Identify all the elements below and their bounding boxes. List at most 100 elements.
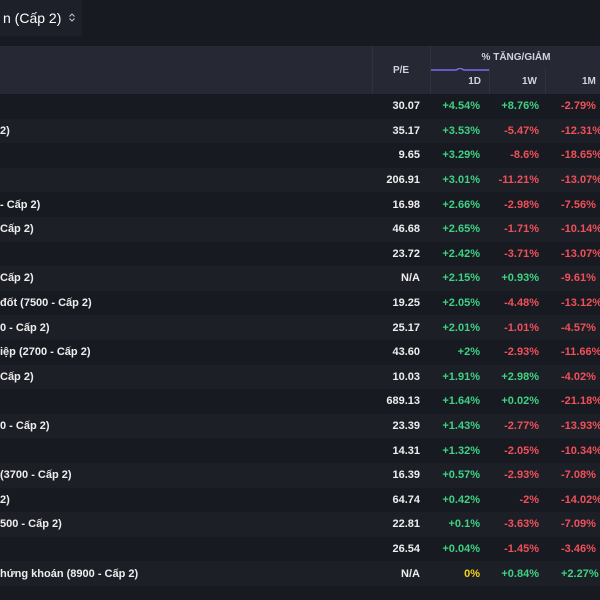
table-row[interactable]: Cấp 2) 46.68 +2.65% -1.71% -10.14% xyxy=(0,217,600,242)
change-1m-cell: +2.27% xyxy=(561,567,599,580)
table-row[interactable]: 500 - Cấp 2) 22.81 +0.1% -3.63% -7.09% xyxy=(0,512,600,537)
change-1d-cell: +2.42% xyxy=(442,247,480,260)
change-1d-cell: 0% xyxy=(464,567,480,580)
table-row[interactable]: iệp (2700 - Cấp 2) 43.60 +2% -2.93% -11.66% xyxy=(0,340,600,365)
change-1m-cell: -14.02% xyxy=(561,493,600,506)
table-row[interactable]: 26.54 +0.04% -1.45% -3.46% xyxy=(0,537,600,562)
pe-cell: N/A xyxy=(401,567,420,580)
industry-name-cell: Cấp 2) xyxy=(0,272,34,285)
change-1m-cell: -2.79% xyxy=(561,100,596,113)
change-1m-cell: -4.57% xyxy=(561,321,596,334)
industry-name-cell: iệp (2700 - Cấp 2) xyxy=(0,346,91,359)
change-1w-cell: -2.98% xyxy=(504,198,539,211)
table-row[interactable]: 2) 64.74 +0.42% -2% -14.02% xyxy=(0,488,600,513)
column-header-1w[interactable]: 1W xyxy=(489,68,545,94)
pe-cell: 14.31 xyxy=(392,444,420,457)
industry-name-cell: - Cấp 2) xyxy=(0,198,41,211)
change-1d-cell: +3.29% xyxy=(442,149,480,162)
top-bar: n (Cấp 2) xyxy=(0,0,600,36)
change-1d-cell: +3.01% xyxy=(442,174,480,187)
change-1d-cell: +0.42% xyxy=(442,493,480,506)
column-header-1m[interactable]: 1M xyxy=(545,68,600,94)
change-1w-cell: -1.01% xyxy=(504,321,539,334)
change-1m-cell: -13.07% xyxy=(561,247,600,260)
change-1d-cell: +1.64% xyxy=(442,395,480,408)
industry-name-cell: 2) xyxy=(0,493,10,506)
table-row[interactable]: 30.07 +4.54% +8.76% -2.79% xyxy=(0,94,600,119)
table-row[interactable]: - Cấp 2) 16.98 +2.66% -2.98% -7.56% xyxy=(0,192,600,217)
pe-cell: 689.13 xyxy=(386,395,420,408)
table-row[interactable]: 9.65 +3.29% -8.6% -18.65% xyxy=(0,143,600,168)
change-1d-cell: +1.32% xyxy=(442,444,480,457)
change-1m-cell: -13.07% xyxy=(561,174,600,187)
table-row[interactable]: 206.91 +3.01% -11.21% -13.07% xyxy=(0,167,600,193)
table-row[interactable]: hứng khoán (8900 - Cấp 2) N/A 0% +0.84% +2.2… xyxy=(0,561,600,586)
industry-name-cell: 2) xyxy=(0,124,10,137)
industry-level-label: n (Cấp 2) xyxy=(3,10,62,26)
column-header-pe[interactable]: P/E xyxy=(372,46,429,94)
pe-cell: N/A xyxy=(401,272,420,285)
change-1d-cell: +2.05% xyxy=(442,297,480,310)
pe-cell: 35.17 xyxy=(392,124,420,137)
table-header: P/E % TĂNG/GIẢM 1D 1W 1M xyxy=(0,46,600,94)
change-1w-cell: -1.71% xyxy=(504,223,539,236)
table-row[interactable]: (3700 - Cấp 2) 16.39 +0.57% -2.93% -7.08% xyxy=(0,463,600,488)
change-1w-cell: +0.84% xyxy=(501,567,539,580)
table-row[interactable]: 14.31 +1.32% -2.05% -10.34% xyxy=(0,438,600,463)
industry-name-cell: Cấp 2) xyxy=(0,223,34,236)
change-1w-cell: -1.45% xyxy=(504,543,539,556)
change-1d-cell: +1.91% xyxy=(442,370,480,383)
change-1m-cell: -10.34% xyxy=(561,444,600,457)
change-1d-cell: +0.04% xyxy=(442,543,480,556)
change-1m-cell: -3.46% xyxy=(561,543,596,556)
change-1m-cell: -10.14% xyxy=(561,223,600,236)
table-row[interactable]: 689.13 +1.64% +0.02% -21.18% xyxy=(0,389,600,414)
pe-cell: 16.39 xyxy=(392,469,420,482)
change-1m-cell: -13.12% xyxy=(561,297,600,310)
change-1m-cell: -4.02% xyxy=(561,370,596,383)
column-header-1w-label: 1W xyxy=(522,75,537,87)
table-row[interactable]: 23.72 +2.42% -3.71% -13.07% xyxy=(0,242,600,267)
pe-cell: 22.81 xyxy=(392,518,420,531)
change-1w-cell: +2.98% xyxy=(501,370,539,383)
industry-level-selector[interactable]: n (Cấp 2) xyxy=(0,0,82,36)
industry-name-cell: 0 - Cấp 2) xyxy=(0,321,50,334)
change-1d-cell: +2% xyxy=(457,346,480,359)
pe-cell: 23.39 xyxy=(392,420,420,433)
table-row[interactable]: 0 - Cấp 2) 23.39 +1.43% -2.77% -13.93% xyxy=(0,413,600,439)
industry-name-cell: Cấp 2) xyxy=(0,370,34,383)
column-header-pe-label: P/E xyxy=(392,64,410,76)
change-1m-cell: -7.08% xyxy=(561,469,596,482)
change-1w-cell: +0.93% xyxy=(501,272,539,285)
change-1w-cell: -2.93% xyxy=(504,469,539,482)
sort-indicator xyxy=(430,68,489,71)
change-1w-cell: -2% xyxy=(519,493,539,506)
column-header-1d[interactable]: 1D xyxy=(430,68,489,94)
change-1w-cell: -2.05% xyxy=(504,444,539,457)
table-row[interactable]: 0 - Cấp 2) 25.17 +2.01% -1.01% -4.57% xyxy=(0,315,600,340)
table-row[interactable]: Cấp 2) 10.03 +1.91% +2.98% -4.02% xyxy=(0,364,600,390)
table-row[interactable]: Cấp 2) N/A +2.15% +0.93% -9.61% xyxy=(0,266,600,291)
industry-name-cell: hứng khoán (8900 - Cấp 2) xyxy=(0,567,139,580)
change-1m-cell: -7.56% xyxy=(561,198,596,211)
chevron-up-down-icon xyxy=(69,12,76,24)
industry-name-cell: đốt (7500 - Cấp 2) xyxy=(0,297,92,310)
pe-cell: 46.68 xyxy=(392,223,420,236)
change-1w-cell: +8.76% xyxy=(501,100,539,113)
column-header-1m-label: 1M xyxy=(582,75,596,87)
change-1d-cell: +1.43% xyxy=(442,420,480,433)
change-1d-cell: +0.1% xyxy=(448,518,481,531)
change-1m-cell: -13.93% xyxy=(561,420,600,433)
change-1d-cell: +2.66% xyxy=(442,198,480,211)
change-1m-cell: -9.61% xyxy=(561,272,596,285)
change-1w-cell: -5.47% xyxy=(504,124,539,137)
change-1d-cell: +2.01% xyxy=(442,321,480,334)
table-row[interactable]: 2) 35.17 +3.53% -5.47% -12.31% xyxy=(0,118,600,144)
change-1w-cell: +0.02% xyxy=(501,395,539,408)
change-1w-cell: -4.48% xyxy=(504,297,539,310)
table-row[interactable]: đốt (7500 - Cấp 2) 19.25 +2.05% -4.48% -13.1… xyxy=(0,291,600,316)
pe-cell: 19.25 xyxy=(392,297,420,310)
pe-cell: 9.65 xyxy=(398,149,420,162)
industry-name-cell: (3700 - Cấp 2) xyxy=(0,469,72,482)
change-1m-cell: -12.31% xyxy=(561,124,600,137)
